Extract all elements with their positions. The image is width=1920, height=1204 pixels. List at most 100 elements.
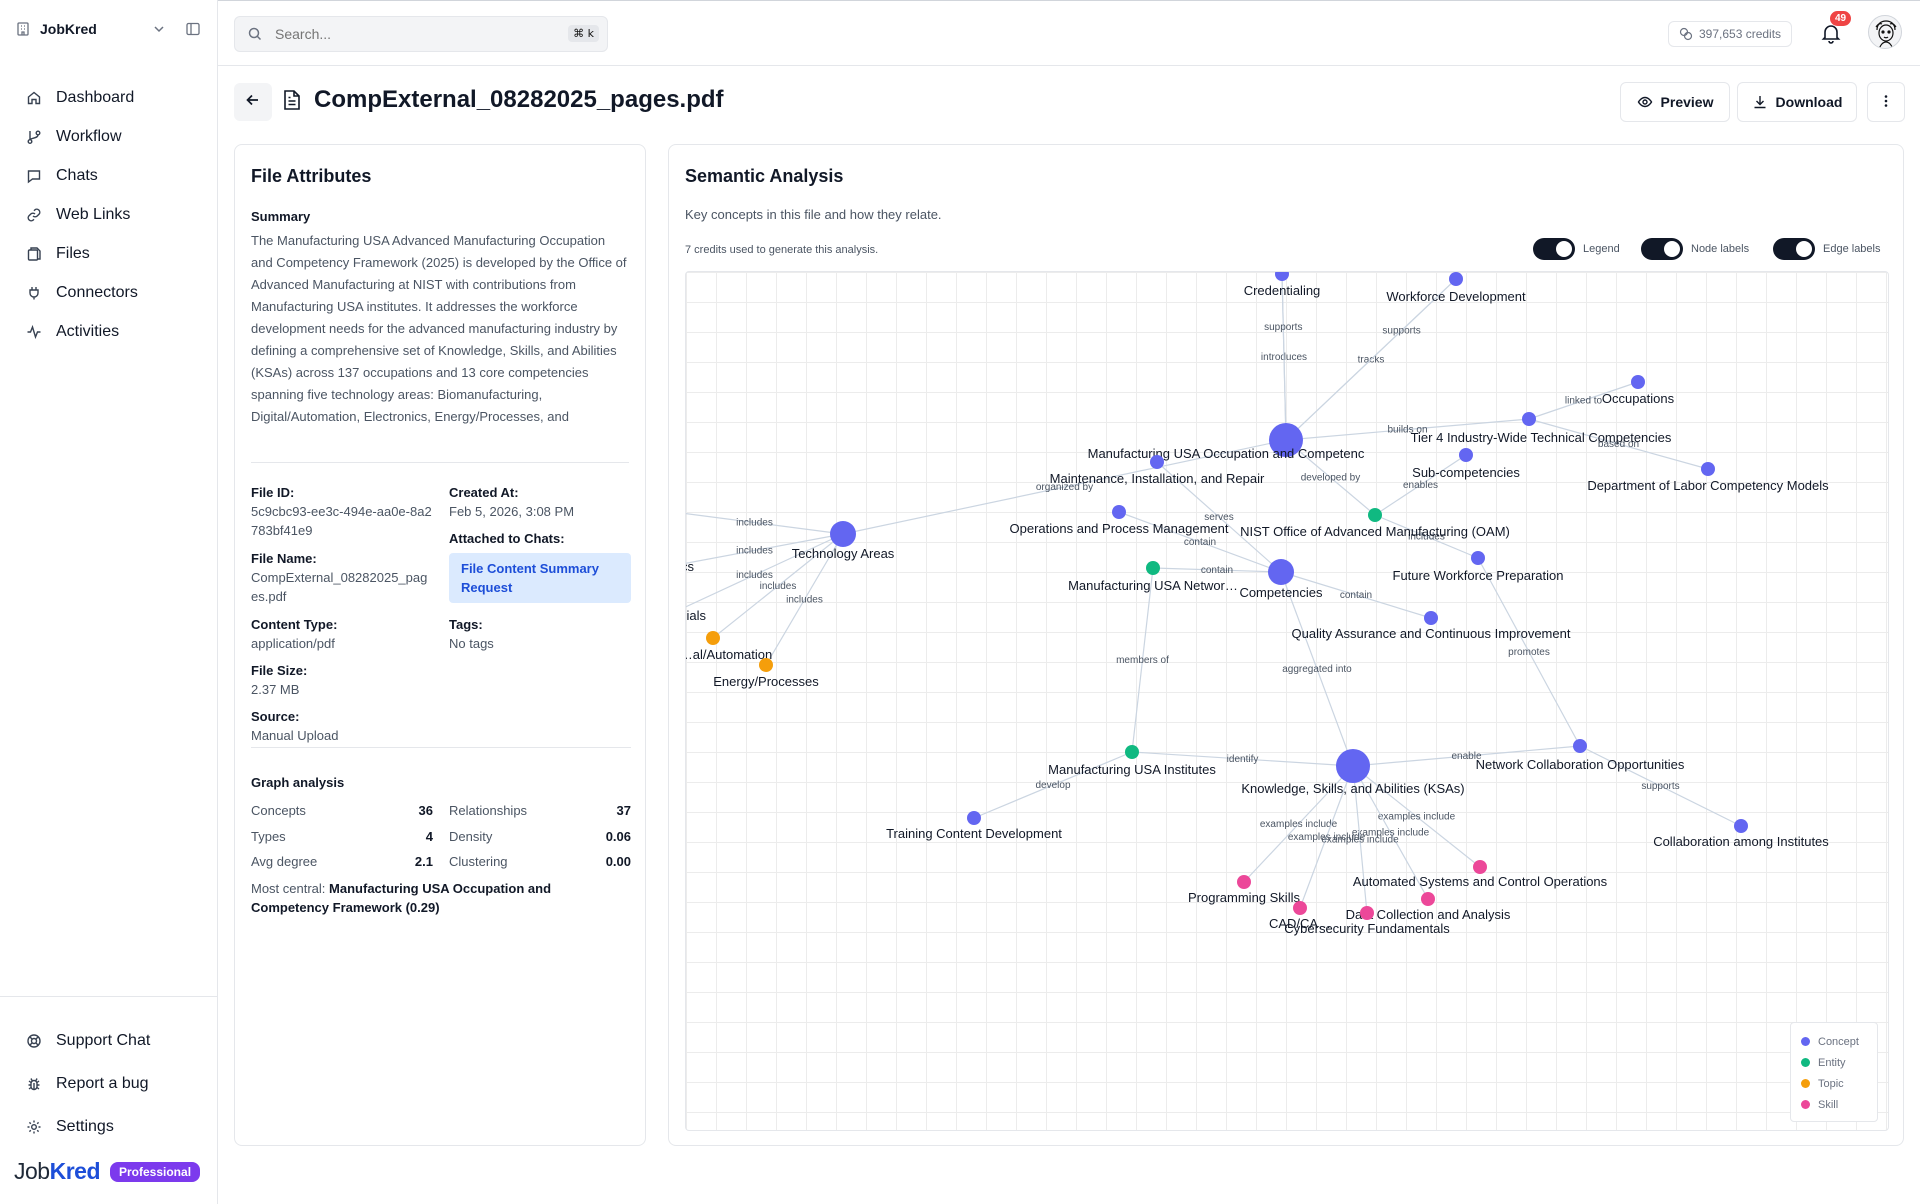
graph-node[interactable] (1522, 412, 1536, 426)
graph-node[interactable] (1473, 860, 1487, 874)
graph-edge-label: serves (1204, 512, 1233, 523)
graph-node[interactable] (1734, 819, 1748, 833)
nav-item-workflow[interactable]: Workflow (16, 117, 202, 156)
toggle-switch[interactable] (1773, 238, 1815, 260)
toggle-knob (1796, 241, 1812, 257)
node-labels-toggle[interactable]: Node labels (1641, 238, 1749, 260)
graph-edge-label: examples include (1321, 835, 1399, 846)
field-label: Tags: (449, 617, 483, 632)
graph-node-label: Occupations (1602, 391, 1675, 406)
nav-item-report-bug[interactable]: Report a bug (16, 1062, 202, 1105)
more-options-button[interactable] (1867, 82, 1905, 122)
toggle-knob (1664, 241, 1680, 257)
toggle-switch[interactable] (1533, 238, 1575, 260)
graph-node[interactable] (1269, 423, 1303, 457)
bell-icon[interactable] (1818, 19, 1844, 47)
graph-node-label: Technology Areas (792, 546, 895, 561)
graph-node[interactable] (830, 521, 856, 547)
nav-item-chats[interactable]: Chats (16, 156, 202, 195)
toggle-switch[interactable] (1641, 238, 1683, 260)
graph-edge (712, 533, 844, 639)
graph-edge (842, 439, 1287, 535)
graph-node[interactable] (1459, 448, 1473, 462)
credits-indicator[interactable]: 397,653 credits (1668, 21, 1793, 47)
search-bar[interactable]: ⌘ k (234, 16, 608, 52)
sidebar-toggle-icon[interactable] (184, 20, 202, 38)
field-value: 5c9cbc93-ee3c-494e-aa0e-8a2783bf41e9 (251, 504, 432, 538)
nav-item-activities[interactable]: Activities (16, 312, 202, 351)
graph-node[interactable] (1275, 272, 1289, 281)
field-label: Content Type: (251, 617, 338, 632)
graph-node-label: Knowledge, Skills, and Abilities (KSAs) (1241, 781, 1464, 796)
link-icon (26, 207, 42, 223)
graph-node[interactable] (1125, 745, 1139, 759)
legend-dot (1801, 1100, 1810, 1109)
graph-node[interactable] (1573, 739, 1587, 753)
graph-node[interactable] (1421, 892, 1435, 906)
workspace-switcher[interactable]: JobKred (14, 14, 204, 44)
chevron-down-icon[interactable] (150, 20, 168, 38)
preview-button[interactable]: Preview (1620, 82, 1730, 122)
legend-item-topic: Topic (1801, 1073, 1867, 1094)
graph-edge-label: linked to (1565, 396, 1603, 407)
nav-item-web-links[interactable]: Web Links (16, 195, 202, 234)
edge-labels-toggle[interactable]: Edge labels (1773, 238, 1881, 260)
graph-node[interactable] (1360, 906, 1374, 920)
sidebar-footer: Support Chat Report a bug Settings (0, 996, 218, 1148)
nav-item-files[interactable]: Files (16, 234, 202, 273)
graph-edge-label: includes (736, 570, 773, 581)
graph-node[interactable] (1150, 455, 1164, 469)
graph-node[interactable] (1471, 551, 1485, 565)
nav-item-settings[interactable]: Settings (16, 1105, 202, 1148)
home-icon (26, 90, 42, 106)
graph-node[interactable] (1112, 505, 1126, 519)
graph-node-label: Maintenance, Installation, and Repair (1050, 471, 1265, 486)
graph-edge-label: includes (760, 581, 797, 592)
nav-label: Workflow (56, 127, 122, 145)
legend-item-concept: Concept (1801, 1031, 1867, 1052)
summary-text[interactable]: The Manufacturing USA Advanced Manufactu… (251, 233, 627, 424)
field-label: Attached to Chats: (449, 531, 565, 546)
graph-svg[interactable]: introducessupportstrackssupportsbuilds o… (686, 272, 1889, 1131)
back-button[interactable] (234, 83, 272, 121)
nav-item-connectors[interactable]: Connectors (16, 273, 202, 312)
graph-node[interactable] (759, 658, 773, 672)
download-button[interactable]: Download (1737, 82, 1857, 122)
graph-edge-label: examples include (1378, 812, 1456, 823)
graph-node[interactable] (1237, 875, 1251, 889)
graph-node[interactable] (1701, 462, 1715, 476)
graph-node[interactable] (1146, 561, 1160, 575)
graph-node[interactable] (967, 811, 981, 825)
graph-edge (1374, 514, 1479, 559)
logo-wordmark: JobKred (14, 1158, 101, 1185)
knowledge-graph-canvas[interactable]: introducessupportstrackssupportsbuilds o… (685, 271, 1889, 1131)
graph-node[interactable] (1268, 559, 1294, 585)
nav-item-support-chat[interactable]: Support Chat (16, 1019, 202, 1062)
graph-node[interactable] (1449, 272, 1463, 286)
attached-chat-link[interactable]: File Content Summary Request (449, 553, 631, 603)
page-title: CompExternal_08282025_pages.pdf (282, 86, 724, 114)
more-vertical-icon (1878, 93, 1894, 112)
graph-node[interactable] (1336, 749, 1370, 783)
search-input[interactable] (275, 26, 535, 42)
toggle-label: Node labels (1691, 243, 1750, 255)
legend-toggle[interactable]: Legend (1533, 238, 1620, 260)
graph-edge (1528, 418, 1709, 470)
nav-item-dashboard[interactable]: Dashboard (16, 78, 202, 117)
stat-value: 0.00 (605, 854, 631, 869)
graph-edge-label: includes (1408, 532, 1445, 543)
legend-dot (1801, 1058, 1810, 1067)
stat-label: Density (449, 829, 493, 844)
graph-node[interactable] (1631, 375, 1645, 389)
graph-edge (1285, 278, 1457, 441)
credits-note: 7 credits used to generate this analysis… (685, 244, 879, 256)
graph-edge-label: includes (736, 518, 773, 529)
most-central-label: Most central: (251, 881, 326, 896)
user-avatar[interactable] (1868, 15, 1902, 49)
graph-node[interactable] (1424, 611, 1438, 625)
search-icon (247, 26, 263, 42)
graph-node[interactable] (1368, 508, 1382, 522)
graph-node[interactable] (706, 631, 720, 645)
graph-node[interactable] (1293, 901, 1307, 915)
